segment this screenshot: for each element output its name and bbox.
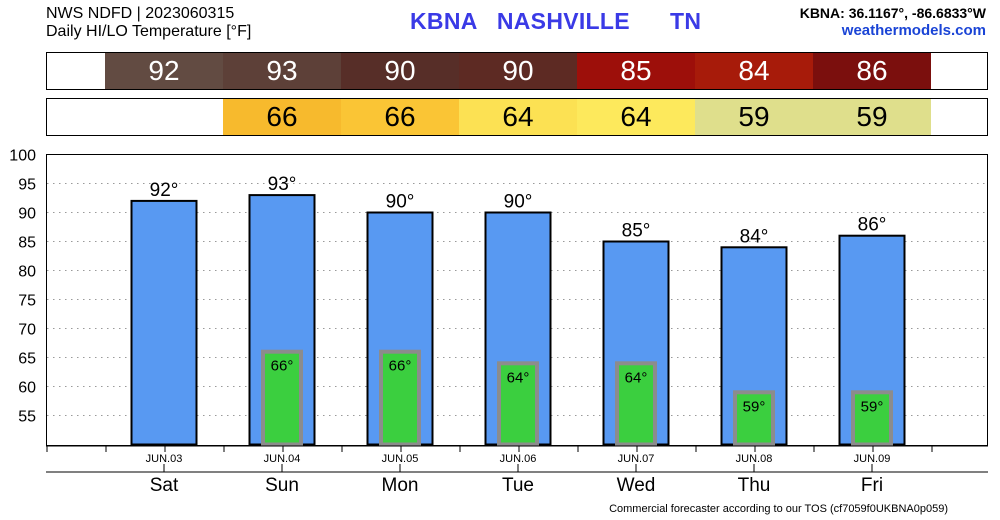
high-temp-label: 86° <box>858 215 887 236</box>
x-day-label: Sat <box>150 475 179 496</box>
chart-title: Daily HI/LO Temperature [°F] <box>46 23 252 40</box>
high-strip-cell: 85 <box>577 53 695 89</box>
y-tick-label: 65 <box>18 351 36 368</box>
y-tick-label: 55 <box>18 409 36 426</box>
high-strip-cell: 92 <box>105 53 223 89</box>
high-temp-bar <box>130 199 198 446</box>
y-tick-label: 75 <box>18 293 36 310</box>
low-temp-label: 64° <box>507 369 530 386</box>
y-tick-label: 70 <box>18 322 36 339</box>
x-day-label: Sun <box>265 475 299 496</box>
high-temp-label: 84° <box>740 226 769 247</box>
high-strip-cell: 90 <box>459 53 577 89</box>
low-strip-cell: 59 <box>695 99 813 135</box>
low-strip-cell: 59 <box>813 99 931 135</box>
x-date-label: JUN.08 <box>736 453 773 465</box>
model-run-label: NWS NDFD | 2023060315 <box>46 5 235 22</box>
station-coordinates: KBNA: 36.1167°, -86.6833°W <box>799 5 986 21</box>
x-date-label: JUN.05 <box>382 453 419 465</box>
y-tick-label: 85 <box>18 235 36 252</box>
x-day-label: Wed <box>617 475 656 496</box>
low-temp-label: 66° <box>271 358 294 375</box>
low-strip-cell: 66 <box>341 99 459 135</box>
low-temp-bar <box>497 361 539 447</box>
low-temp-bar <box>261 349 303 447</box>
low-temp-bar <box>615 361 657 447</box>
y-tick-label: 100 <box>9 148 36 165</box>
y-tick-label: 90 <box>18 206 36 223</box>
x-date-label: JUN.07 <box>618 453 655 465</box>
high-temp-label: 85° <box>622 221 651 242</box>
high-strip-cell: 93 <box>223 53 341 89</box>
x-date-label: JUN.04 <box>264 453 301 465</box>
low-strip-cell: 64 <box>459 99 577 135</box>
x-date-label: JUN.06 <box>500 453 537 465</box>
x-date-label: JUN.03 <box>146 453 183 465</box>
low-temp-bar <box>851 390 893 447</box>
high-strip-cell: 84 <box>695 53 813 89</box>
x-day-label: Tue <box>502 475 534 496</box>
high-strip-cell: 86 <box>813 53 931 89</box>
high-temp-label: 93° <box>268 174 297 195</box>
high-temp-label: 92° <box>150 180 179 201</box>
low-temp-label: 59° <box>743 398 766 415</box>
footer-note: Commercial forecaster according to our T… <box>609 503 948 515</box>
high-temp-label: 90° <box>386 192 415 213</box>
y-tick-label: 80 <box>18 264 36 281</box>
high-strip-cell: 90 <box>341 53 459 89</box>
high-temp-label: 90° <box>504 192 533 213</box>
y-tick-label: 95 <box>18 177 36 194</box>
x-day-label: Mon <box>382 475 419 496</box>
low-temp-bar <box>733 390 775 447</box>
site-link[interactable]: weathermodels.com <box>841 22 986 39</box>
x-day-label: Fri <box>861 475 883 496</box>
low-strip-cell: 64 <box>577 99 695 135</box>
low-temp-bar <box>379 349 421 447</box>
low-temp-label: 66° <box>389 358 412 375</box>
low-temp-label: 59° <box>861 398 884 415</box>
x-date-label: JUN.09 <box>854 453 891 465</box>
low-temp-strip: 66 66 64 64 59 59 <box>46 98 988 136</box>
low-strip-cell: 66 <box>223 99 341 135</box>
high-temp-strip: 92 93 90 90 85 84 86 <box>46 52 988 90</box>
y-tick-label: 60 <box>18 380 36 397</box>
low-temp-label: 64° <box>625 369 648 386</box>
x-day-label: Thu <box>738 475 771 496</box>
station-title: KBNA NASHVILLE TN <box>410 8 702 34</box>
